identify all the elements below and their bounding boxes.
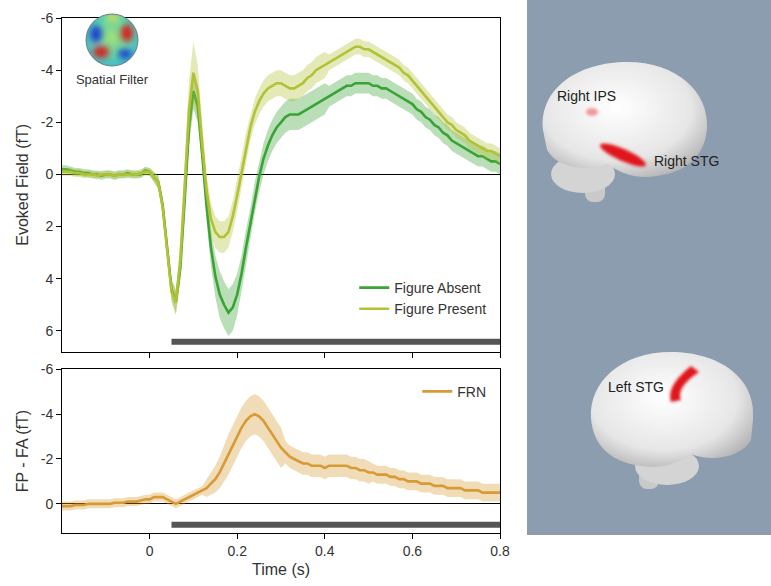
- svg-text:Time (s): Time (s): [252, 561, 310, 578]
- svg-text:0.8: 0.8: [490, 543, 510, 559]
- svg-text:0: 0: [45, 496, 53, 512]
- svg-text:FRN: FRN: [457, 384, 486, 400]
- svg-text:0.6: 0.6: [403, 543, 423, 559]
- svg-text:Evoked Field (fT): Evoked Field (fT): [14, 124, 31, 246]
- svg-text:Right STG: Right STG: [654, 153, 719, 169]
- svg-text:-2: -2: [41, 451, 54, 467]
- svg-text:Figure Absent: Figure Absent: [394, 280, 480, 296]
- svg-text:Figure Present: Figure Present: [394, 301, 486, 317]
- svg-text:4: 4: [45, 271, 53, 287]
- svg-text:2: 2: [45, 218, 53, 234]
- svg-text:0.4: 0.4: [315, 543, 335, 559]
- svg-text:FP - FA (fT): FP - FA (fT): [14, 410, 31, 492]
- svg-text:0: 0: [45, 166, 53, 182]
- svg-text:Spatial Filter: Spatial Filter: [76, 72, 149, 87]
- svg-text:6: 6: [45, 323, 53, 339]
- svg-text:-6: -6: [41, 361, 54, 377]
- svg-text:0: 0: [146, 543, 154, 559]
- svg-text:Left STG: Left STG: [608, 379, 664, 395]
- svg-text:Right IPS: Right IPS: [557, 88, 616, 104]
- svg-text:-6: -6: [41, 10, 54, 26]
- svg-text:-4: -4: [41, 62, 54, 78]
- svg-text:-4: -4: [41, 406, 54, 422]
- svg-text:0.2: 0.2: [227, 543, 247, 559]
- svg-text:-2: -2: [41, 114, 54, 130]
